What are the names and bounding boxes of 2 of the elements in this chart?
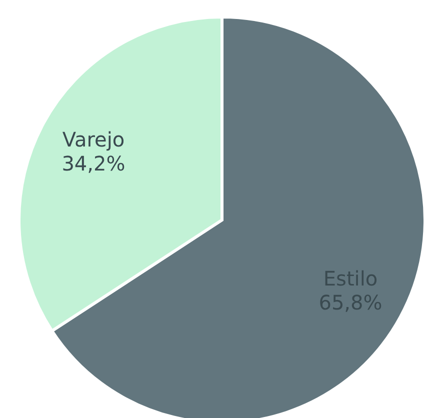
data-label: 34,2% bbox=[62, 151, 126, 176]
slice-label: Varejo bbox=[62, 127, 125, 152]
